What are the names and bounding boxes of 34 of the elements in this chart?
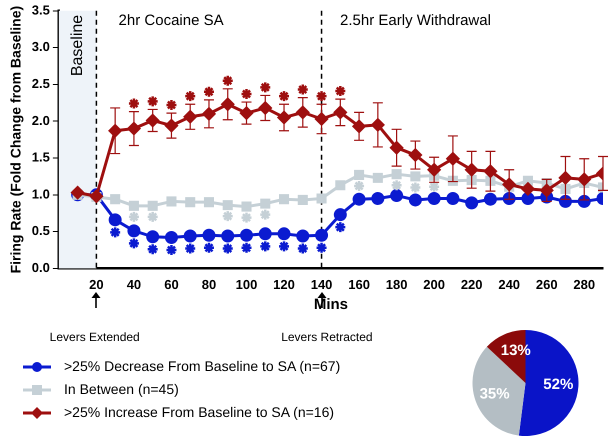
x-tick-label: 220 — [460, 276, 483, 292]
annotation: 2.5hr Early Withdrawal — [340, 12, 491, 30]
x-tick-label: 80 — [202, 276, 216, 292]
x-tick-label: 200 — [423, 276, 445, 292]
x-tick-label: 140 — [310, 276, 332, 292]
band-label: Baseline — [69, 14, 86, 76]
legend-label: In Between (n=45) — [64, 380, 179, 399]
y-tick-label: 2.0 — [32, 112, 50, 128]
x-tick-label: 20 — [89, 276, 104, 292]
y-tick-label: 3.0 — [32, 39, 50, 54]
x-tick-label: 120 — [273, 276, 295, 292]
x-tick-label: 280 — [573, 276, 596, 292]
legend-label: >25% Decrease From Baseline to SA (n=67) — [64, 357, 340, 376]
text: Levers Extended — [50, 330, 140, 344]
y-axis-title: Firing Rate (Fold Change from Baseline) — [7, 6, 24, 274]
y-tick-label: 2.5 — [32, 76, 50, 91]
legend-label: >25% Increase From Baseline to SA (n=16) — [64, 403, 334, 422]
x-tick-label: 60 — [164, 276, 179, 292]
annotation: 2hr Cocaine SA — [118, 12, 224, 30]
text: Levers Retracted — [281, 330, 373, 344]
y-tick-label: 0.5 — [32, 223, 50, 238]
x-tick-label: 240 — [498, 276, 520, 292]
x-tick-label: 180 — [386, 276, 408, 292]
y-tick-label: 0.0 — [32, 260, 50, 275]
x-tick-label: 40 — [126, 276, 142, 292]
y-tick-label: 1.0 — [32, 186, 50, 202]
y-tick-label: 3.5 — [32, 2, 50, 18]
y-tick-label: 1.5 — [32, 150, 50, 165]
data-label: 52% — [543, 376, 574, 394]
data-label: 35% — [480, 385, 510, 402]
x-tick-label: 160 — [348, 276, 370, 292]
x-tick-label: 100 — [236, 276, 258, 292]
x-axis-title: Mins — [314, 296, 348, 314]
x-tick-label: 260 — [536, 276, 558, 292]
